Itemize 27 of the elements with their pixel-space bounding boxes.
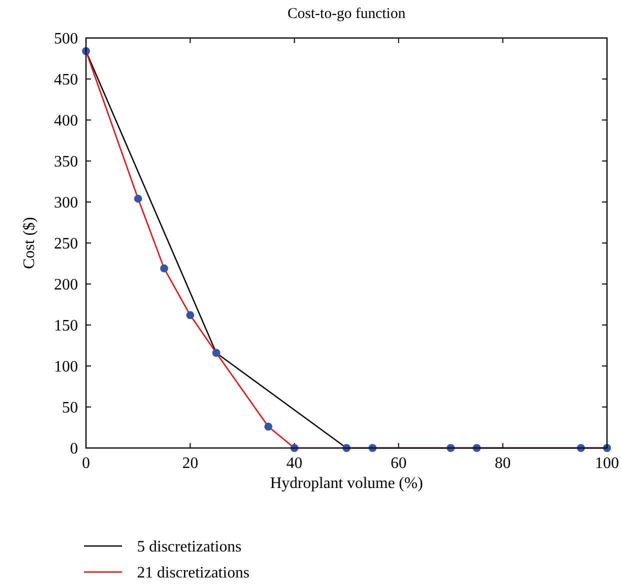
x-tick-label: 40 (286, 455, 302, 472)
legend-label: 21 discretizations (137, 564, 250, 582)
y-tick-label: 50 (62, 400, 78, 417)
x-tick-label: 100 (595, 455, 619, 472)
y-tick-label: 300 (54, 194, 78, 212)
x-tick-label: 20 (182, 455, 198, 472)
y-tick-label: 100 (54, 358, 78, 376)
point (160, 264, 168, 272)
chart-title: Cost-to-go function (288, 6, 406, 22)
point (212, 348, 220, 357)
x-tick-label: 60 (390, 455, 407, 472)
point (186, 311, 194, 320)
y-tick-label: 400 (54, 112, 78, 130)
point (264, 422, 272, 431)
y-tick-label: 450 (54, 72, 78, 89)
x-axis-title: Hydroplant volume (%) (270, 475, 423, 492)
y-tick-label: 200 (54, 276, 78, 294)
x-tick-label: 0 (82, 455, 90, 472)
y-axis-title: Cost ($) (21, 217, 38, 269)
x-tick-label: 80 (494, 455, 511, 472)
y-tick-label: 500 (54, 30, 78, 48)
y-tick-label: 150 (54, 318, 78, 335)
y-tick-label: 350 (54, 154, 78, 171)
y-tick-label: 250 (54, 236, 78, 253)
y-tick-label: 0 (70, 440, 78, 458)
point (134, 194, 142, 203)
legend-label: 5 discretizations (137, 538, 242, 556)
